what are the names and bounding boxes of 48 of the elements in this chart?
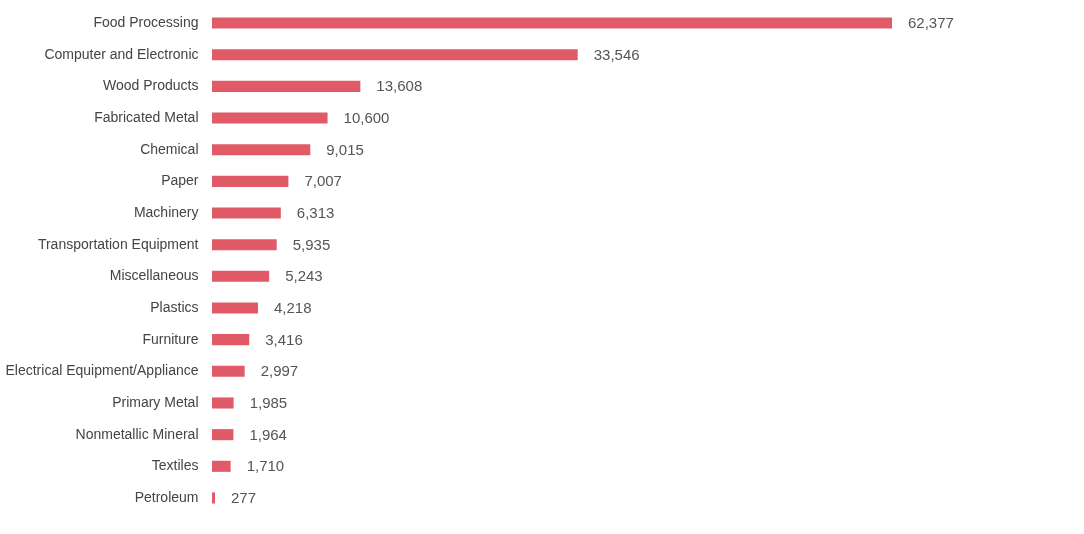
y-tick-label: Petroleum xyxy=(134,488,199,505)
y-tick-label: Miscellaneous xyxy=(109,267,199,284)
data-label: 13,608 xyxy=(376,77,423,95)
data-label: 1,985 xyxy=(249,393,288,411)
y-tick-label: Electrical Equipment/Appliance xyxy=(5,362,199,379)
bar xyxy=(212,492,216,504)
bar xyxy=(212,112,328,124)
y-tick-label: Primary Metal xyxy=(112,393,199,410)
data-label: 7,007 xyxy=(304,172,342,190)
data-label: 1,964 xyxy=(249,425,287,443)
bar xyxy=(212,207,281,219)
bar xyxy=(212,17,892,29)
bar xyxy=(212,429,234,441)
y-tick-label: Nonmetallic Mineral xyxy=(75,425,199,442)
data-label: 10,600 xyxy=(343,109,390,127)
data-label: 2,997 xyxy=(260,362,299,380)
bar xyxy=(212,239,277,251)
y-tick-label: Food Processing xyxy=(93,14,199,31)
data-label: 6,313 xyxy=(296,204,335,222)
data-label: 9,015 xyxy=(326,140,364,158)
y-tick-label: Fabricated Metal xyxy=(94,109,199,126)
y-tick-label: Wood Products xyxy=(103,77,199,94)
y-tick-label: Transportation Equipment xyxy=(37,235,199,252)
data-label: 62,377 xyxy=(908,14,954,32)
y-tick-label: Computer and Electronic xyxy=(44,45,199,62)
y-tick-label: Machinery xyxy=(133,204,199,221)
y-tick-label: Textiles xyxy=(151,457,199,474)
y-tick-label: Furniture xyxy=(142,330,199,347)
bar xyxy=(212,80,361,92)
bar xyxy=(212,175,289,187)
y-tick-label: Plastics xyxy=(150,298,199,315)
y-tick-label: Chemical xyxy=(140,140,199,157)
bar xyxy=(212,270,270,282)
bar xyxy=(212,365,245,377)
y-tick-label: Paper xyxy=(161,172,199,189)
data-label: 5,243 xyxy=(285,267,323,285)
data-label: 1,710 xyxy=(246,457,285,475)
bar xyxy=(212,302,258,314)
data-label: 3,416 xyxy=(265,330,303,348)
data-label: 5,935 xyxy=(292,235,331,253)
bar xyxy=(212,334,250,346)
data-label: 4,218 xyxy=(273,298,312,316)
data-label: 33,546 xyxy=(593,45,640,63)
bar xyxy=(212,460,231,472)
data-label: 277 xyxy=(231,488,257,506)
bar xyxy=(212,144,311,156)
bar xyxy=(212,397,234,409)
bar xyxy=(212,49,578,61)
